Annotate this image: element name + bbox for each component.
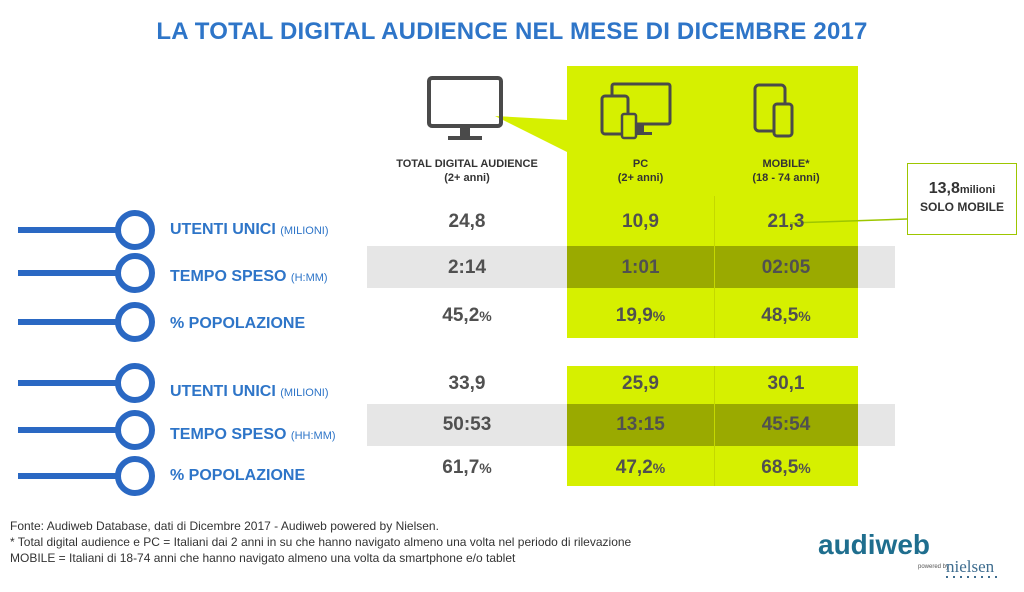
cell-mobile: 30,1 <box>767 373 805 394</box>
header-mobile-name: MOBILE* <box>762 158 810 170</box>
highlight-cell <box>567 404 858 446</box>
header-total-name: TOTAL DIGITAL AUDIENCE <box>396 158 538 170</box>
page-title: LA TOTAL DIGITAL AUDIENCE NEL MESE DI DI… <box>156 18 868 45</box>
header-total-sub: (2+ anni) <box>444 172 490 184</box>
cell-total: 2:14 <box>447 257 487 278</box>
header-pc: PC (2+ anni) <box>567 157 714 185</box>
callout-value-line: 13,8milioni <box>908 180 1016 198</box>
header-pc-name: PC <box>632 158 649 170</box>
header-mobile-sub: (18 - 74 anni) <box>752 172 820 184</box>
audiweb-nielsen-logo: audiweb powered by nielsen <box>818 529 997 578</box>
callout-value: 13,8 <box>928 180 960 197</box>
cell-mobile: 68,5% <box>761 457 811 478</box>
footnote-source: Fonte: Audiweb Database, dati di Dicembr… <box>10 519 439 533</box>
cell-total: 61,7% <box>442 457 492 478</box>
mobile-devices-icon <box>753 83 794 138</box>
cell-mobile: 02:05 <box>761 257 811 278</box>
footnotes: Fonte: Audiweb Database, dati di Dicembr… <box>10 518 631 566</box>
callout-unit: milioni <box>959 184 996 196</box>
pointer-wedge <box>495 116 567 152</box>
row-label-tempo-speso: TEMPO SPESO (H:MM) <box>170 268 328 285</box>
row-label-tempo-speso: TEMPO SPESO (HH:MM) <box>170 426 336 443</box>
row-label-utenti-unici: UTENTI UNICI (MILIONI) <box>170 221 329 238</box>
cell-mobile: 21,3 <box>767 211 805 232</box>
footnote-definition: * Total digital audience e PC = Italiani… <box>10 535 632 549</box>
svg-text:nielsen: nielsen <box>946 557 995 576</box>
pc-devices-icon <box>600 82 672 140</box>
header-total: TOTAL DIGITAL AUDIENCE (2+ anni) <box>372 157 562 185</box>
cell-pc: 1:01 <box>621 257 660 278</box>
cell-total: 50:53 <box>442 414 492 435</box>
cell-total: 45,2% <box>442 305 492 326</box>
svg-text:audiweb: audiweb <box>818 529 930 560</box>
cell-pc: 10,9 <box>622 211 659 232</box>
column-divider <box>714 196 715 338</box>
svg-text:powered by: powered by <box>918 564 949 570</box>
cell-mobile: 45:54 <box>761 414 811 435</box>
row-label-popolazione: % POPOLAZIONE <box>170 315 306 332</box>
cell-total: 33,9 <box>448 373 486 394</box>
cell-pc: 25,9 <box>622 373 659 394</box>
highlight-cell <box>567 246 858 288</box>
row-label-utenti-unici: UTENTI UNICI (MILIONI) <box>170 383 329 400</box>
header-pc-sub: (2+ anni) <box>617 172 664 184</box>
callout-label: SOLO MOBILE <box>920 200 1004 214</box>
column-divider <box>714 366 715 486</box>
cell-total: 24,8 <box>448 211 486 232</box>
monitor-illustration <box>427 76 567 152</box>
callout-leader-line <box>790 218 908 224</box>
row-label-popolazione: % POPOLAZIONE <box>170 467 306 484</box>
header-mobile: MOBILE* (18 - 74 anni) <box>714 157 858 185</box>
cell-pc: 19,9% <box>615 305 666 326</box>
footnote-mobile: MOBILE = Italiani di 18-74 anni che hann… <box>10 551 516 565</box>
cell-pc: 13:15 <box>616 414 665 435</box>
cell-mobile: 48,5% <box>761 305 811 326</box>
row-connectors <box>18 210 155 496</box>
monitor-icon <box>427 76 503 128</box>
cell-pc: 47,2% <box>615 457 666 478</box>
solo-mobile-callout: 13,8milioni SOLO MOBILE <box>907 163 1017 235</box>
